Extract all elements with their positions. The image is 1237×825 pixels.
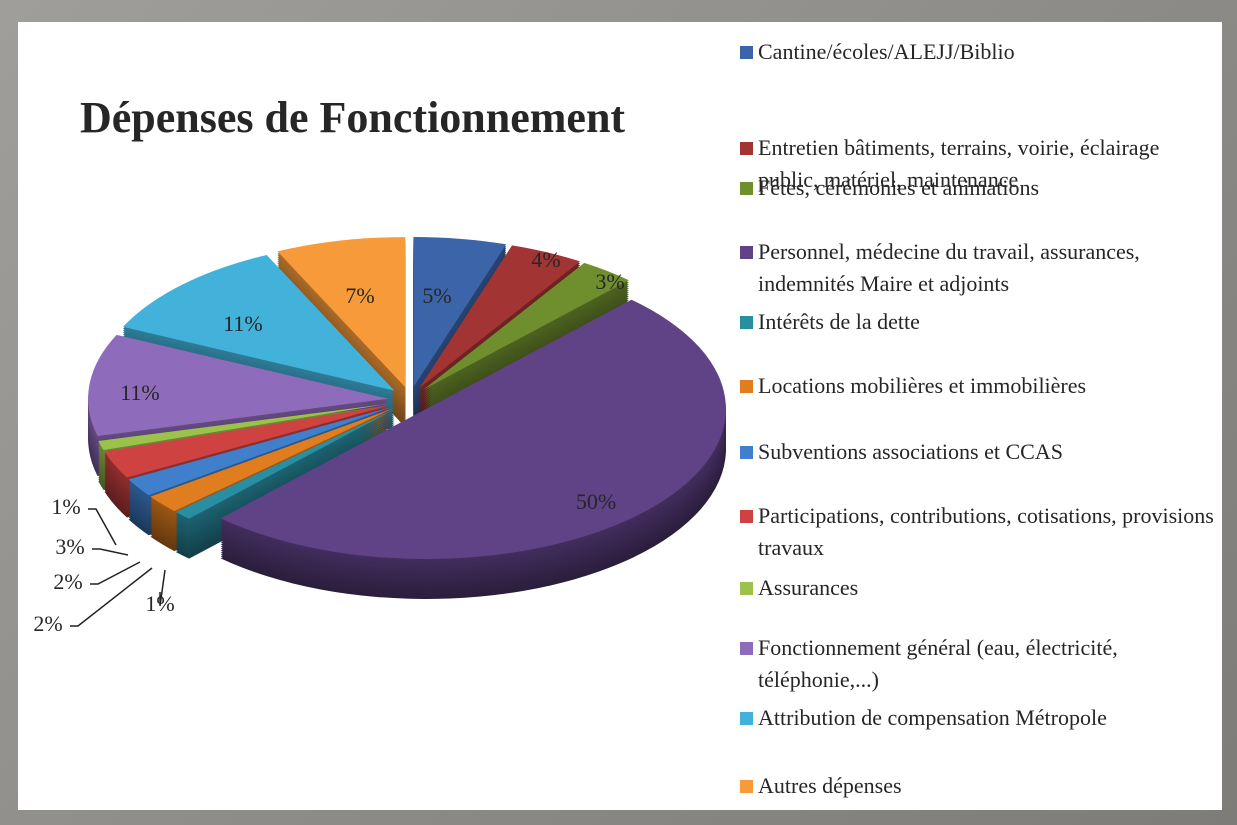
data-label: 3% [55, 534, 84, 559]
legend-item: Locations mobilières et immobilières [740, 370, 1220, 402]
legend-swatch [740, 380, 753, 393]
slice [220, 299, 726, 559]
legend-label: Autres dépenses [758, 773, 902, 798]
legend-label: Fonctionnement général (eau, électricité… [758, 635, 1118, 692]
leader-line [90, 561, 141, 585]
legend-item: Assurances [740, 572, 1220, 604]
data-label: 7% [345, 283, 374, 308]
legend-swatch [740, 446, 753, 459]
legend-swatch [740, 510, 753, 523]
legend-item: Intérêts de la dette [740, 306, 1220, 338]
data-label: 4% [531, 247, 560, 272]
leader-line [92, 548, 129, 556]
data-label: 11% [120, 380, 160, 405]
legend-item: Attribution de compensation Métropole [740, 702, 1220, 734]
chart-title: Dépenses de Fonctionnement [80, 93, 626, 142]
leader-line [159, 569, 166, 607]
legend-swatch [740, 780, 753, 793]
slice [413, 236, 507, 387]
slice [419, 245, 581, 389]
slice [128, 407, 392, 496]
data-label: 1% [51, 494, 80, 519]
legend-label: Locations mobilières et immobilières [758, 373, 1087, 398]
legend-swatch [740, 712, 753, 725]
data-label: 5% [422, 283, 451, 308]
legend-item: Autres dépenses [740, 770, 1220, 802]
slice [104, 405, 390, 478]
slice [122, 254, 395, 391]
legend-swatch [740, 46, 753, 59]
slice [277, 237, 406, 388]
legend-item: Fêtes, cérémonies et animations [740, 172, 1220, 204]
legend-swatch [740, 316, 753, 329]
slice [423, 262, 629, 390]
legend-item: Cantine/écoles/ALEJJ/Biblio [740, 36, 1220, 68]
legend-label: Participations, contributions, cotisatio… [758, 503, 1214, 560]
legend-swatch [740, 246, 753, 259]
slice [150, 408, 394, 512]
legend-item: Participations, contributions, cotisatio… [740, 500, 1220, 564]
legend-label: Assurances [758, 575, 859, 600]
data-label: 50% [576, 489, 616, 514]
data-label: 1% [145, 591, 174, 616]
slice [88, 334, 389, 437]
legend-label: Attribution de compensation Métropole [758, 705, 1107, 730]
legend-swatch [740, 142, 753, 155]
legend-label: Cantine/écoles/ALEJJ/Biblio [758, 39, 1015, 64]
chart: 5% 4% 3% 50% 1% 2% 2% 3% 1% 11% 11% 7% [33, 236, 726, 636]
legend-swatch [740, 642, 753, 655]
legend-label: Personnel, médecine du travail, assuranc… [758, 239, 1140, 296]
legend-item: Fonctionnement général (eau, électricité… [740, 632, 1220, 696]
legend-swatch [740, 582, 753, 595]
legend-swatch [740, 182, 753, 195]
legend-label: Fêtes, cérémonies et animations [758, 175, 1040, 200]
slice [175, 409, 395, 519]
data-label: 11% [223, 311, 263, 336]
data-label: 2% [33, 611, 62, 636]
slice [98, 403, 389, 451]
data-label: 2% [53, 569, 82, 594]
legend-item: Subventions associations et CCAS [740, 436, 1220, 468]
legend-label: Entretien bâtiments, terrains, voirie, é… [758, 135, 1160, 192]
data-label: 3% [595, 269, 624, 294]
legend-label: Subventions associations et CCAS [758, 439, 1063, 464]
leader-line [88, 508, 117, 546]
legend-item: Entretien bâtiments, terrains, voirie, é… [740, 132, 1220, 196]
legend-label: Intérêts de la dette [758, 309, 920, 334]
legend-item: Personnel, médecine du travail, assuranc… [740, 236, 1220, 300]
leader-line [70, 567, 153, 627]
